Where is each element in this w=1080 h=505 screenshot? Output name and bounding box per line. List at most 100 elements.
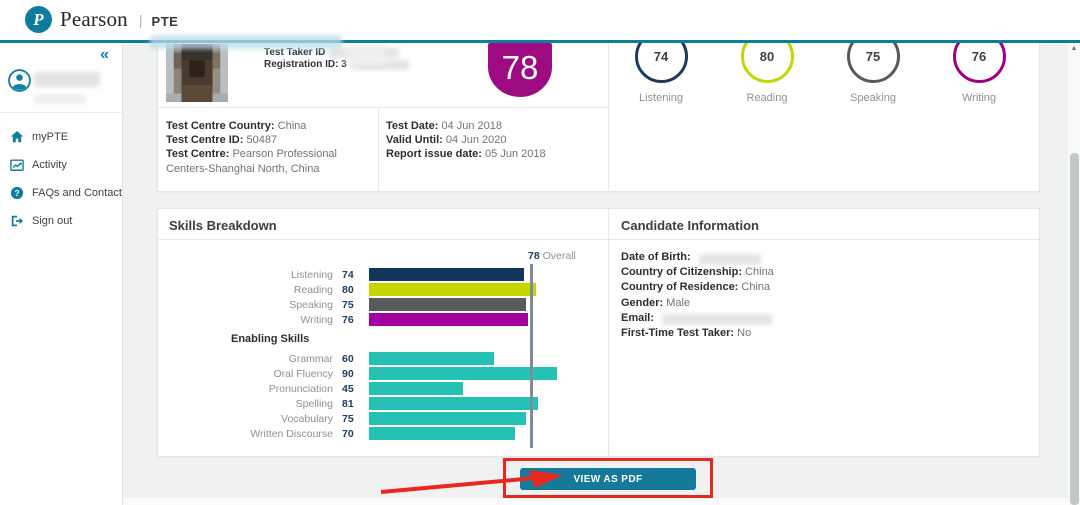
info-label: Test Centre ID: — [166, 134, 244, 147]
chart-skill-label: Grammar — [288, 352, 333, 365]
info-line: Test Centre ID: 50487 — [166, 133, 379, 147]
pearson-logo-icon: P — [25, 6, 52, 33]
chart-skill-label: Reading — [293, 283, 333, 296]
info-line: Test Centre Country: China — [166, 119, 379, 133]
info-label: Valid Until: — [386, 134, 443, 147]
svg-text:P: P — [32, 10, 44, 29]
info-label: Country of Residence: — [621, 281, 739, 294]
overall-marker-value: 78 — [528, 250, 540, 262]
info-label: Email: — [621, 311, 655, 324]
chart-skill-bar — [369, 382, 463, 395]
vertical-scrollbar[interactable]: ▲ — [1068, 43, 1080, 505]
chart-skill-label: Written Discourse — [250, 427, 333, 440]
chart-skill-value: 76 — [342, 313, 354, 326]
card1-main-divider — [608, 43, 609, 190]
sidebar-item-label: FAQs and Contact — [32, 187, 122, 199]
info-line: Gender: Male — [621, 296, 774, 311]
info-label: Test Date: — [386, 120, 439, 132]
scrollbar-thumb[interactable] — [1069, 153, 1079, 505]
home-icon — [10, 131, 24, 143]
sidebar: « myPTE Activity? FAQs and Contact Sign out — [0, 43, 123, 505]
card2-main-divider — [608, 209, 609, 456]
score-label: Speaking — [850, 92, 896, 104]
info-line: Date of Birth: — [621, 250, 774, 265]
candidate-information-title: Candidate Information — [621, 218, 759, 233]
card1-horizontal-divider — [158, 107, 608, 108]
sidebar-item-faqs-and-contact[interactable]: ? FAQs and Contact — [0, 179, 123, 207]
user-avatar — [8, 69, 31, 92]
chart-skill-label: Oral Fluency — [273, 367, 333, 380]
brand-separator: | — [138, 11, 143, 28]
chart-skill-bar — [369, 397, 539, 410]
redacted-value — [698, 253, 761, 265]
score-label: Writing — [961, 92, 997, 104]
info-line: Email: — [621, 311, 774, 326]
annotation-highlight-rect — [503, 458, 713, 498]
app-header: P Pearson | PTE — [0, 0, 1080, 40]
sidebar-divider — [0, 112, 123, 113]
chart-skill-value: 60 — [342, 352, 354, 365]
scrollbar-up-arrow-icon[interactable]: ▲ — [1070, 45, 1078, 52]
info-label: Report issue date: — [386, 148, 482, 161]
info-value: China — [741, 281, 771, 294]
user-name-redacted — [34, 72, 100, 87]
details-card: Skills Breakdown Candidate Information L… — [157, 208, 1040, 457]
test-dates-info: Test Date: 04 Jun 2018 Valid Until: 04 Ju… — [386, 119, 601, 162]
chart-row-oral-fluency: Oral Fluency 90 — [158, 366, 608, 381]
activity-icon — [10, 159, 24, 171]
avatar-icon — [8, 69, 31, 92]
candidate-photo — [166, 44, 228, 102]
info-label: Country of Citizenship: — [621, 266, 742, 279]
info-value: Male — [666, 296, 691, 309]
chart-group-label: Enabling Skills — [231, 333, 310, 345]
chart-skill-bar — [369, 352, 495, 365]
score-label: Listening — [638, 92, 684, 104]
info-line: Report issue date: 05 Jun 2018 — [386, 147, 601, 161]
card2-title-divider — [158, 239, 1039, 240]
chart-skill-value: 75 — [342, 298, 354, 311]
svg-text:?: ? — [14, 188, 19, 198]
info-line: Country of Residence: China — [621, 280, 774, 295]
info-line: Test Date: 04 Jun 2018 — [386, 119, 601, 133]
user-subtitle-redacted — [34, 94, 86, 104]
id-block: Test Taker ID Registration ID: 3 — [264, 47, 409, 71]
info-value: 04 Jun 2020 — [445, 134, 507, 147]
redaction-smear — [150, 35, 342, 49]
sidebar-item-label: Activity — [32, 159, 67, 171]
header-accent-line — [0, 40, 1080, 43]
sidebar-item-label: myPTE — [32, 131, 69, 143]
chart-skill-label: Listening — [290, 268, 333, 281]
info-value: 05 Jun 2018 — [485, 148, 546, 161]
skills-breakdown-title: Skills Breakdown — [169, 218, 277, 233]
chart-skill-bar — [369, 367, 557, 380]
info-value: Pearson Professional Centers-Shanghai No… — [166, 148, 337, 175]
redacted-value — [662, 314, 773, 326]
sidebar-item-mypte[interactable]: myPTE — [0, 123, 123, 151]
sign-out-icon — [11, 215, 24, 227]
chart-skill-bar — [369, 298, 526, 311]
chart-row-written-discourse: Written Discourse 70 — [158, 426, 608, 441]
chart-skill-value: 45 — [342, 382, 354, 395]
chart-skill-value: 81 — [342, 397, 354, 410]
chart-row-vocabulary: Vocabulary 75 — [158, 411, 608, 426]
view-as-pdf-button[interactable]: VIEW AS PDF — [520, 468, 696, 490]
chart-skill-label: Pronunciation — [268, 382, 333, 395]
pearson-logo[interactable]: P Pearson | PTE — [25, 6, 178, 33]
sidebar-item-sign-out[interactable]: Sign out — [0, 207, 123, 235]
info-label: Gender: — [621, 296, 664, 309]
chart-skill-bar — [369, 313, 528, 326]
annotation-arrow-icon — [380, 470, 563, 494]
score-summary-card: Test Taker ID Registration ID: 3 78 Test… — [157, 30, 1040, 192]
info-value: China — [745, 266, 774, 279]
chart-skill-label: Vocabulary — [281, 412, 333, 425]
chart-skill-value: 74 — [342, 268, 354, 281]
test-taker-id-label: Test Taker ID — [264, 47, 326, 58]
chart-skill-value: 75 — [342, 412, 354, 425]
chart-row-spelling: Spelling 81 — [158, 396, 608, 411]
chart-row-pronunciation: Pronunciation 45 — [158, 381, 608, 396]
info-line: First-Time Test Taker: No — [621, 326, 774, 341]
sidebar-collapse-icon[interactable]: « — [100, 46, 109, 63]
sidebar-item-activity[interactable]: Activity — [0, 151, 123, 179]
chart-row-listening: Listening 74 — [158, 267, 608, 282]
chart-row-reading: Reading 80 — [158, 282, 608, 297]
